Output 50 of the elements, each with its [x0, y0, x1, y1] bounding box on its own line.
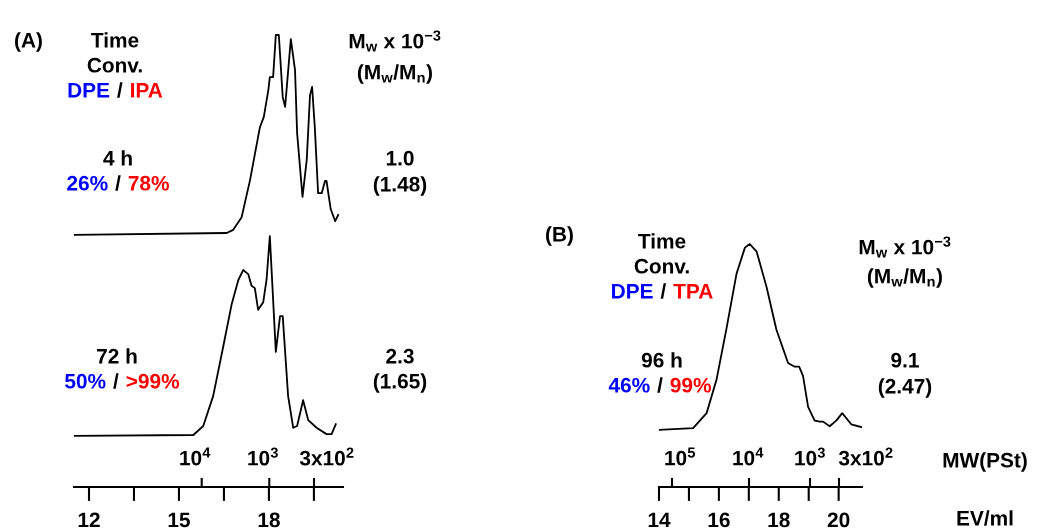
annotation: 3x10$^{2}$ — [299, 447, 354, 466]
annotation: 10$^{3}$ — [795, 447, 825, 466]
text: DPE — [612, 284, 653, 299]
annotation: 50% — [65, 373, 106, 389]
text: (2.47) — [878, 378, 932, 398]
text: (A) — [15, 32, 42, 52]
x-tick-label: 12 — [78, 512, 100, 528]
annotation: IPA — [131, 83, 163, 98]
text: (1.48) — [373, 176, 427, 196]
x-axis-title: EV/ml — [957, 510, 1013, 526]
annotation: 10$^{3}$ — [248, 447, 278, 466]
text: 1.0 — [386, 150, 414, 166]
annotation: 4 h — [103, 150, 132, 166]
x-tick-label: 16 — [708, 512, 730, 528]
annotation: 10$^{4}$ — [733, 447, 764, 466]
annotation: 3x10$^{2}$ — [838, 447, 893, 466]
annotation: / — [660, 283, 667, 299]
text: (M$_{w}$/M$_{n}$) — [867, 268, 942, 288]
text: 9.1 — [891, 352, 919, 368]
annotation: Time — [91, 32, 139, 48]
annotation: >99% — [126, 373, 180, 389]
x-tick-label: 14 — [648, 512, 671, 528]
annotation: 10$^{5}$ — [665, 447, 696, 466]
annotation: Time — [638, 233, 686, 249]
annotation: / — [657, 377, 663, 393]
annotation: M$_{w}$ x 10$^{−3}$ — [859, 236, 951, 258]
text: 46% — [608, 377, 650, 393]
annotation: 99% — [670, 377, 711, 393]
x-tick-label: 18 — [768, 512, 790, 528]
annotation: / — [117, 82, 123, 98]
annotation: DPE — [68, 83, 110, 98]
annotation: 78% — [128, 175, 169, 191]
text: MW(PSt) — [943, 452, 1027, 472]
annotation: 26% — [67, 175, 108, 191]
x-tick-label: 20 — [827, 512, 850, 528]
annotation: 10$^{4}$ — [180, 447, 211, 466]
annotation: TPA — [673, 284, 713, 299]
text: (B) — [546, 226, 573, 246]
x-tick-label: 15 — [168, 512, 190, 528]
text: 2.3 — [386, 348, 414, 364]
annotation: / — [115, 175, 121, 191]
annotation: Conv. — [87, 57, 142, 73]
annotation: Conv. — [634, 258, 689, 274]
x-tick-label: 18 — [258, 512, 280, 528]
annotation: 96 h — [641, 352, 682, 368]
text: (1.65) — [373, 373, 427, 393]
text: M$_{w}$ x 10$^{−3}$ — [349, 30, 441, 52]
annotation: / — [113, 373, 119, 389]
annotation: 72 h — [97, 348, 137, 364]
text: (M$_{w}$/M$_{n}$) — [357, 64, 432, 84]
